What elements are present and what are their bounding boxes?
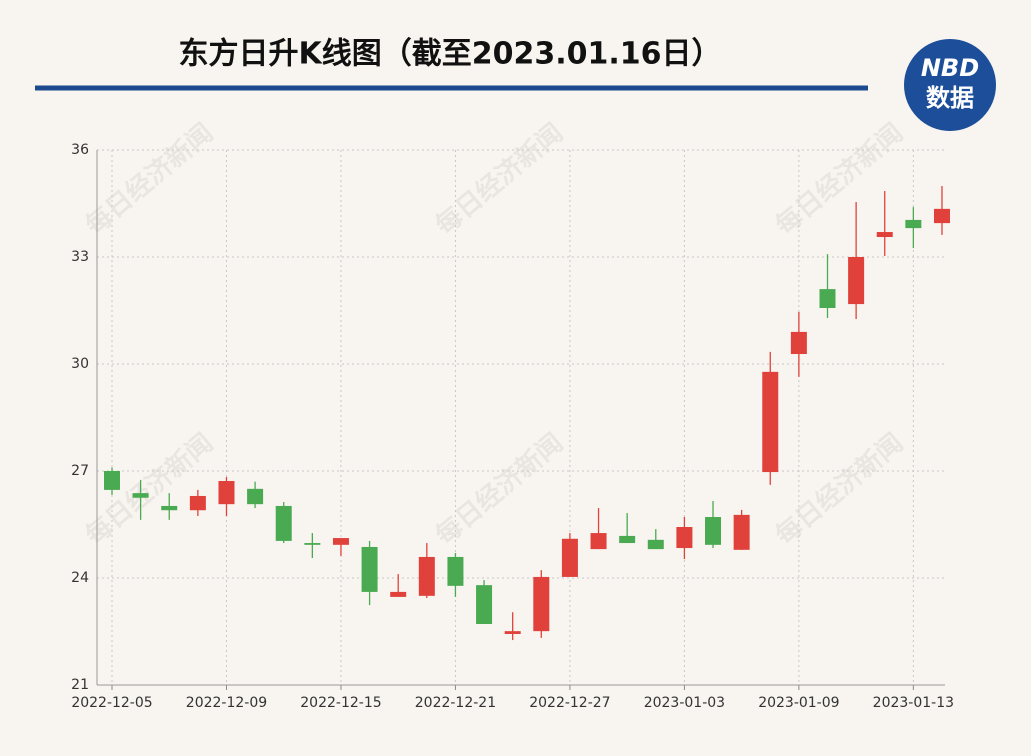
- y-tick-label: 30: [71, 356, 89, 372]
- candle-body: [733, 514, 750, 550]
- candle-body: [619, 535, 636, 544]
- candle-body: [876, 232, 893, 238]
- candle-body: [790, 331, 807, 355]
- candle-body: [104, 471, 120, 490]
- x-tick-label: 2023-01-13: [873, 695, 954, 711]
- y-tick-label: 27: [71, 463, 89, 479]
- candle-body: [161, 505, 178, 511]
- candle-body: [676, 526, 693, 549]
- x-tick-label: 2023-01-03: [644, 695, 725, 711]
- candle-body: [218, 480, 235, 505]
- candle-body: [447, 556, 464, 586]
- candle-body: [418, 556, 435, 596]
- candle-body: [189, 495, 206, 511]
- x-tick-label: 2022-12-09: [186, 695, 267, 711]
- logo-text: 数据: [926, 84, 974, 112]
- x-tick-label: 2022-12-21: [415, 695, 496, 711]
- y-tick-label: 36: [71, 142, 89, 158]
- x-tick-label: 2022-12-27: [529, 695, 610, 711]
- chart-title: 东方日升K线图（截至2023.01.16日）: [178, 37, 721, 72]
- candle-body: [275, 505, 292, 541]
- candle-body: [933, 208, 950, 224]
- x-tick-label: 2022-12-05: [71, 695, 152, 711]
- logo: [904, 39, 996, 131]
- candle-body: [304, 543, 321, 545]
- candle-body: [647, 539, 664, 550]
- candle-body: [247, 488, 264, 505]
- y-tick-label: 24: [71, 570, 89, 586]
- candle-body: [390, 591, 407, 597]
- candle-body: [848, 257, 865, 305]
- logo-text: NBD: [921, 54, 979, 82]
- x-tick-label: 2022-12-15: [300, 695, 381, 711]
- candle-body: [504, 631, 521, 634]
- candle-body: [332, 538, 349, 545]
- candle-body: [132, 493, 149, 498]
- candle-body: [705, 517, 722, 545]
- x-tick-label: 2023-01-09: [758, 695, 839, 711]
- candle-body: [590, 533, 607, 550]
- candle-body: [905, 219, 922, 229]
- y-tick-label: 21: [71, 677, 89, 693]
- candle-body: [533, 576, 550, 632]
- candle-body: [762, 371, 779, 473]
- y-tick-label: 33: [71, 249, 89, 265]
- candle-body: [361, 546, 378, 592]
- candle-body: [476, 585, 493, 625]
- candle-body: [819, 289, 836, 309]
- candle-body: [561, 538, 578, 577]
